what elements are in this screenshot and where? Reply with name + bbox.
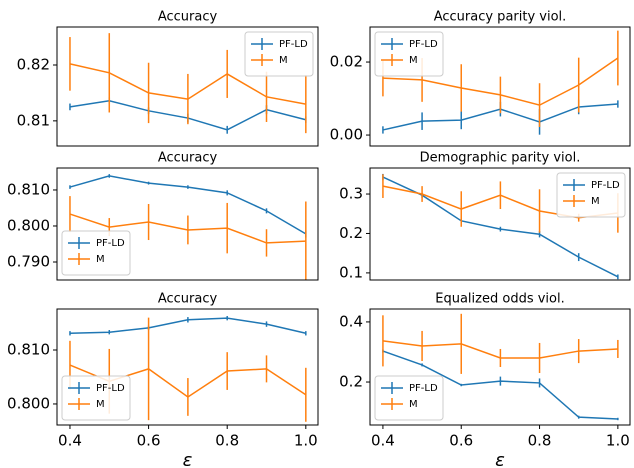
x-tick-label: 0.4	[371, 432, 395, 450]
subplot-title: Equalized odds viol.	[435, 292, 564, 307]
axes-frame	[369, 26, 631, 147]
axes-frame	[369, 167, 631, 281]
legend: PF-LD M	[61, 375, 131, 421]
y-tick-label: 0.00	[330, 126, 363, 144]
subplot-title: Accuracy parity viol.	[434, 10, 567, 25]
y-tick-label: 0.810	[7, 180, 50, 198]
legend-label: M	[409, 399, 418, 410]
y-tick-label: 0.790	[7, 252, 50, 270]
plot-area	[382, 30, 619, 135]
y-tick-label: 0.800	[7, 394, 50, 412]
legend: PF-LD M	[374, 31, 444, 77]
subplot-title: Demographic parity viol.	[420, 151, 581, 166]
x-tick-label: 0.8	[528, 432, 552, 450]
x-tick-label: 0.8	[215, 432, 239, 450]
subplot: Demographic parity viol. 0.1 0.2 0.3 PF-LD M	[339, 151, 631, 281]
x-tick-label: 1.0	[606, 432, 630, 450]
subplot: Accuracy parity viol. 0.00 0.02 PF-LD M	[330, 10, 631, 147]
x-tick-label: 0.4	[58, 432, 82, 450]
subplot-title: Accuracy	[158, 151, 218, 166]
y-tick-label: 0.81	[17, 111, 50, 129]
legend: PF-LD M	[244, 31, 314, 77]
y-tick-label: 0.4	[339, 312, 363, 330]
y-tick-label: 0.02	[330, 53, 363, 71]
y-tick-label: 0.800	[7, 216, 50, 234]
axes-frame	[56, 167, 319, 281]
legend: PF-LD M	[61, 230, 131, 276]
x-tick-label: 0.6	[449, 432, 473, 450]
legend-label: M	[279, 55, 288, 66]
plot-area	[69, 174, 307, 280]
y-tick-label: 0.2	[339, 373, 363, 391]
legend: PF-LD M	[374, 375, 444, 421]
x-tick-label: 0.6	[137, 432, 161, 450]
y-tick-label: 0.810	[7, 341, 50, 359]
axes-frame	[56, 308, 319, 426]
x-axis-label: ε	[495, 450, 505, 468]
legend-label: M	[96, 399, 105, 410]
legend-label: M	[409, 55, 418, 66]
subplot: Accuracy 0.81 0.82 PF-LD M	[17, 10, 319, 147]
axes-frame	[369, 308, 631, 426]
subplot: Accuracy 0.790 0.800 0.810 PF-LD M	[7, 151, 319, 281]
legend: PF-LD M	[556, 172, 626, 218]
y-tick-label: 0.2	[339, 224, 363, 242]
legend-label: PF-LD	[96, 238, 125, 249]
legend-label: PF-LD	[96, 383, 125, 394]
legend-label: PF-LD	[409, 39, 438, 50]
y-tick-label: 0.1	[339, 263, 363, 281]
subplot: Equalized odds viol. 0.2 0.4 0.4 0.6 0.8 1.0 ε P…	[339, 292, 631, 468]
subplot-title: Accuracy	[158, 292, 218, 307]
legend-label: PF-LD	[591, 180, 620, 191]
y-tick-label: 0.3	[339, 185, 363, 203]
legend-label: PF-LD	[409, 383, 438, 394]
plot-area	[382, 313, 619, 421]
x-axis-label: ε	[183, 450, 193, 468]
subplot: Accuracy 0.800 0.810 0.4 0.6 0.8 1.0 ε PF-LD M	[7, 292, 319, 468]
legend-label: M	[96, 254, 105, 265]
plot-area	[382, 173, 619, 280]
legend-label: M	[591, 196, 600, 207]
plot-area	[69, 33, 307, 134]
legend-label: PF-LD	[279, 39, 308, 50]
axes-frame	[56, 26, 319, 147]
y-tick-label: 0.82	[17, 55, 50, 73]
subplot-title: Accuracy	[158, 10, 218, 25]
x-tick-label: 1.0	[294, 432, 318, 450]
